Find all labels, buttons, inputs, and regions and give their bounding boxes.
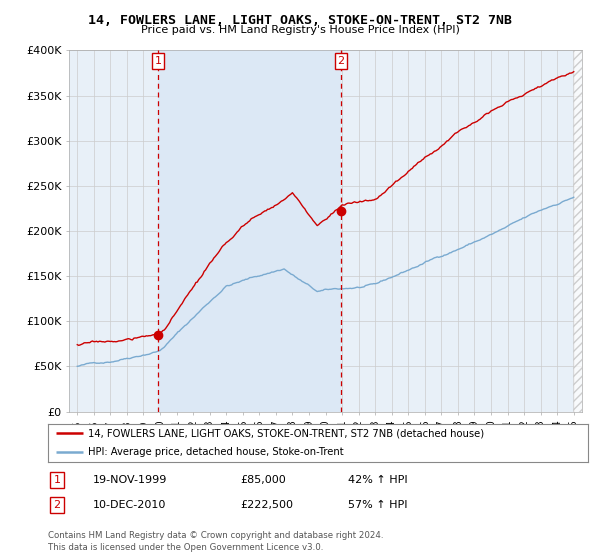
Text: 42% ↑ HPI: 42% ↑ HPI [348, 475, 407, 485]
Text: 19-NOV-1999: 19-NOV-1999 [93, 475, 167, 485]
Text: Contains HM Land Registry data © Crown copyright and database right 2024.
This d: Contains HM Land Registry data © Crown c… [48, 531, 383, 552]
Bar [573, 50, 582, 412]
Text: 57% ↑ HPI: 57% ↑ HPI [348, 500, 407, 510]
Text: £85,000: £85,000 [240, 475, 286, 485]
Text: Price paid vs. HM Land Registry's House Price Index (HPI): Price paid vs. HM Land Registry's House … [140, 25, 460, 35]
Text: 1: 1 [53, 475, 61, 485]
Text: 1: 1 [155, 56, 161, 66]
Text: 14, FOWLERS LANE, LIGHT OAKS, STOKE-ON-TRENT, ST2 7NB (detached house): 14, FOWLERS LANE, LIGHT OAKS, STOKE-ON-T… [89, 428, 485, 438]
Text: £222,500: £222,500 [240, 500, 293, 510]
Text: 2: 2 [53, 500, 61, 510]
Text: HPI: Average price, detached house, Stoke-on-Trent: HPI: Average price, detached house, Stok… [89, 447, 344, 458]
Text: 2: 2 [337, 56, 344, 66]
Text: 10-DEC-2010: 10-DEC-2010 [93, 500, 166, 510]
Bar [158, 50, 341, 412]
Text: 14, FOWLERS LANE, LIGHT OAKS, STOKE-ON-TRENT, ST2 7NB: 14, FOWLERS LANE, LIGHT OAKS, STOKE-ON-T… [88, 14, 512, 27]
